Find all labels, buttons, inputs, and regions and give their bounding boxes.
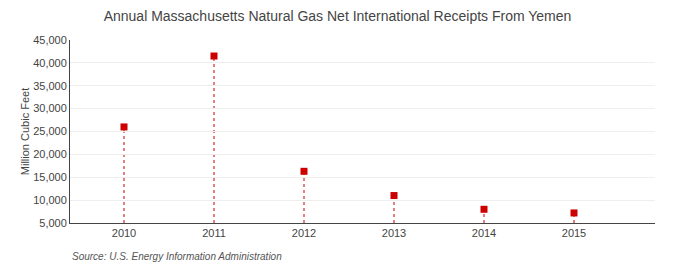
svg-text:2014: 2014 <box>472 227 496 239</box>
svg-text:20,000: 20,000 <box>33 148 67 160</box>
svg-text:30,000: 30,000 <box>33 102 67 114</box>
svg-text:10,000: 10,000 <box>33 194 67 206</box>
svg-text:Annual Massachusetts Natural G: Annual Massachusetts Natural Gas Net Int… <box>104 8 572 24</box>
svg-text:5,000: 5,000 <box>39 217 67 229</box>
svg-text:2011: 2011 <box>202 227 226 239</box>
svg-text:Million Cubic Feet: Million Cubic Feet <box>19 88 31 175</box>
svg-text:35,000: 35,000 <box>33 80 67 92</box>
svg-text:2013: 2013 <box>382 227 406 239</box>
svg-text:25,000: 25,000 <box>33 125 67 137</box>
svg-text:40,000: 40,000 <box>33 57 67 69</box>
svg-text:2012: 2012 <box>292 227 316 239</box>
svg-text:15,000: 15,000 <box>33 171 67 183</box>
svg-text:Source: U.S. Energy Informatio: Source: U.S. Energy Information Administ… <box>72 251 282 262</box>
svg-text:45,000: 45,000 <box>33 34 67 46</box>
svg-text:2010: 2010 <box>112 227 136 239</box>
svg-text:2015: 2015 <box>562 227 586 239</box>
